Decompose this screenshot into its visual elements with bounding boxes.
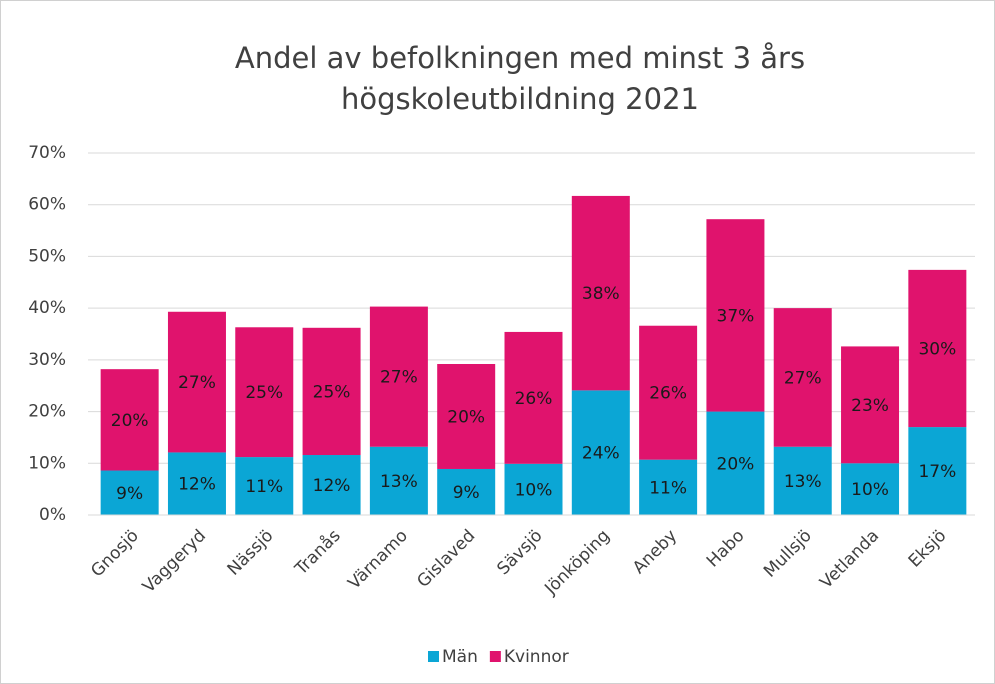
bar-segment [167,452,226,515]
data-label: 27% [380,368,418,388]
y-tick-label: 70% [28,143,66,163]
y-tick-label: 20% [28,402,66,422]
bar-segment [235,327,294,458]
data-label: 25% [313,382,351,402]
bar-segment [302,455,361,515]
legend-swatch [428,651,439,662]
bar-segment [369,446,428,515]
bar-segment [571,195,630,391]
chart-title: högskoleutbildning 2021 [341,82,699,116]
bar-segment [437,363,496,469]
legend-swatch [489,651,501,662]
data-label: 20% [447,407,485,427]
bar-segment [841,463,900,515]
bar-segment [639,325,698,460]
bar-segment [369,306,428,447]
bar-segment [773,308,832,447]
legend-label: Kvinnor [504,647,569,667]
bar-segment [504,331,563,464]
bar-segment [235,457,294,515]
y-tick-label: 50% [28,246,66,266]
data-label: 12% [313,476,351,496]
data-label: 38% [582,284,620,304]
bar-segment [571,390,630,515]
data-label: 13% [380,472,418,492]
bar-segment [437,468,496,515]
data-label: 20% [111,411,149,431]
data-label: 37% [717,306,755,326]
data-label: 27% [784,368,822,388]
data-label: 10% [851,480,889,500]
data-label: 9% [116,484,143,504]
data-label: 13% [784,472,822,492]
data-label: 30% [918,339,956,359]
data-label: 24% [582,444,620,464]
bar-segment [841,346,900,464]
data-label: 11% [245,477,283,497]
data-label: 12% [178,475,216,495]
bar-segment [167,311,226,453]
y-tick-label: 10% [28,453,66,473]
bar-segment [504,463,563,515]
bar-segment [706,411,765,515]
data-label: 17% [918,462,956,482]
chart-title: Andel av befolkningen med minst 3 års [235,41,805,75]
bar-segment [706,219,765,412]
data-label: 10% [515,480,553,500]
data-label: 23% [851,396,889,416]
data-label: 25% [245,383,283,403]
bar-segment [100,369,159,471]
data-label: 27% [178,373,216,393]
bar-segment [302,327,361,456]
bar-segment [773,446,832,515]
y-tick-label: 0% [39,505,66,525]
data-label: 20% [717,454,755,474]
data-label: 26% [515,389,553,409]
y-tick-label: 40% [28,298,66,318]
y-tick-label: 30% [28,350,66,370]
legend-label: Män [442,647,478,667]
bar-segment [908,427,967,515]
bar-segment [100,470,159,515]
bar-segment [908,269,967,428]
data-label: 9% [453,483,480,503]
y-tick-label: 60% [28,195,66,215]
data-label: 11% [649,478,687,498]
data-label: 26% [649,384,687,404]
bar-segment [639,459,698,515]
